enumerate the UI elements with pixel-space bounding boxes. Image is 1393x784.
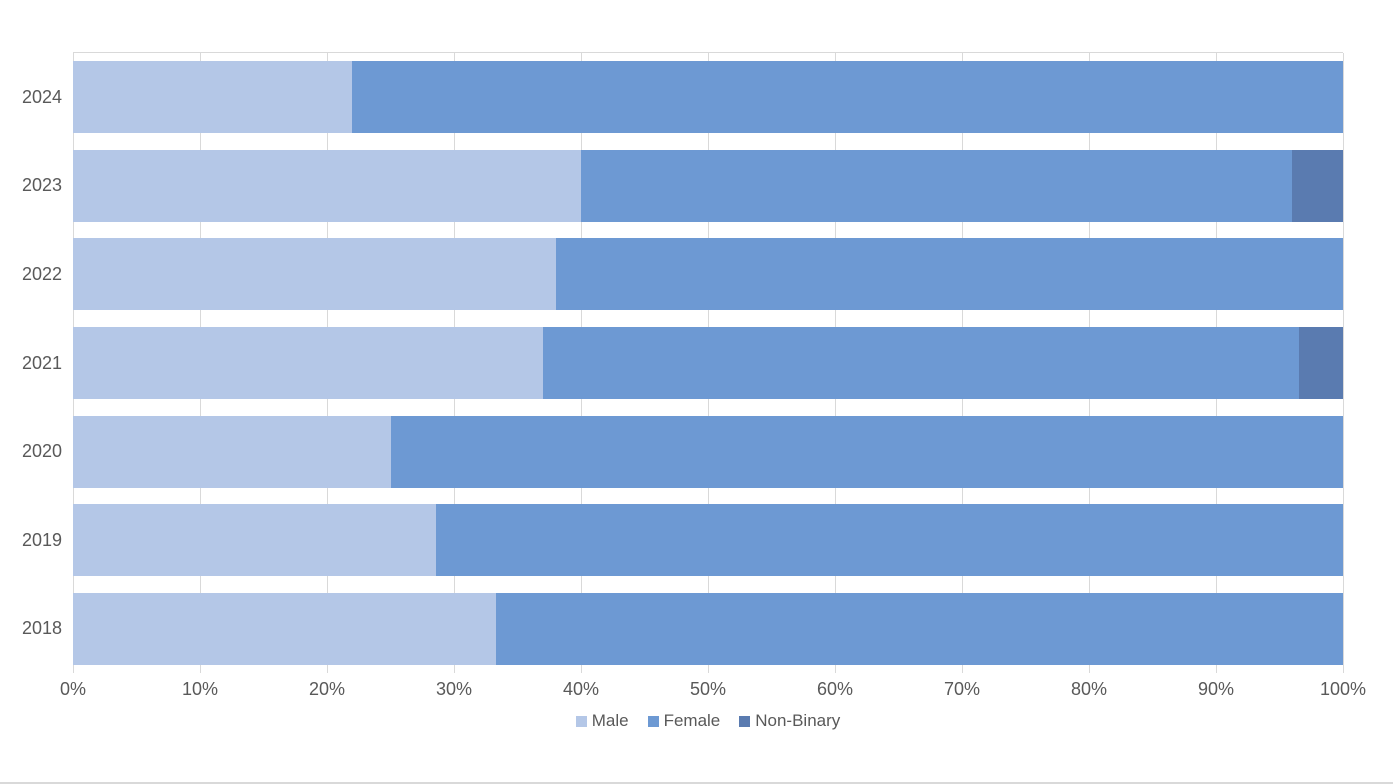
bar-segment-non-binary-2021 [1298,327,1343,400]
x-axis-tick-label: 30% [435,679,473,699]
legend-swatch-female [647,715,659,727]
legend-label: Male [591,711,629,730]
x-axis-tick-label: 20% [308,679,346,699]
bar-segment-non-binary-2023 [1292,149,1343,222]
x-axis-tick-label: 10% [181,679,219,699]
bar-segment-male-2022 [73,238,556,311]
bar-row-2018: 2018 [22,584,1343,673]
y-axis-label: 2019 [21,529,62,550]
bar-segment-male-2018 [73,592,496,665]
x-axis-tick-label: 60% [816,679,854,699]
x-axis-tick-label: 50% [689,679,727,699]
x-axis-tick-label: 0% [59,679,87,699]
bar-segment-female-2024 [352,61,1343,134]
y-axis-label: 2024 [21,86,62,107]
bar-segment-female-2023 [581,149,1293,222]
stacked-bar-2023 [73,149,1343,222]
bar-segment-male-2021 [73,327,543,400]
stacked-bar-2021 [73,327,1343,400]
bar-segment-female-2022 [555,238,1343,311]
stacked-bar-2018 [73,592,1343,665]
x-axis-tick-label: 40% [562,679,600,699]
bar-row-2021: 2021 [22,319,1343,408]
bar-segment-male-2020 [73,415,391,488]
legend-label: Female [663,711,721,730]
stacked-bar-2024 [73,61,1343,134]
y-axis-label: 2023 [21,175,62,196]
legend: Male Female Non-Binary [73,711,1343,731]
bar-row-2024: 2024 [22,53,1343,142]
plot-area: 2024 2023 2022 2021 2020 2019 2018 [22,52,1344,673]
bar-segment-female-2018 [495,592,1343,665]
legend-swatch-non-binary [739,715,751,727]
x-axis-tick-label: 100% [1319,679,1367,699]
stacked-bar-2020 [73,415,1343,488]
legend-item-female: Female [647,711,721,731]
bar-row-2020: 2020 [22,407,1343,496]
legend-swatch-male [575,715,587,727]
stacked-bar-2019 [73,504,1343,577]
y-axis-label: 2021 [21,352,62,373]
bar-row-2019: 2019 [22,496,1343,585]
legend-label: Non-Binary [755,711,841,730]
y-axis-label: 2022 [21,263,62,284]
gridline [1343,53,1344,673]
bar-segment-female-2020 [390,415,1343,488]
x-axis-tick-label: 90% [1197,679,1235,699]
bar-segment-female-2021 [542,327,1299,400]
bottom-edge-divider [0,782,1393,784]
bar-rows: 2024 2023 2022 2021 2020 2019 2018 [22,53,1343,673]
bar-segment-male-2024 [73,61,353,134]
y-axis-label: 2018 [21,618,62,639]
bar-segment-female-2019 [436,504,1343,577]
bar-row-2023: 2023 [22,142,1343,231]
legend-item-non-binary: Non-Binary [739,711,840,731]
bar-segment-male-2019 [73,504,437,577]
x-axis-tick-label: 70% [943,679,981,699]
bar-row-2022: 2022 [22,230,1343,319]
y-axis-label: 2020 [21,441,62,462]
legend-item-male: Male [575,711,629,731]
x-axis: 0% 10% 20% 30% 40% 50% 60% 70% 80% 90% 100% [60,679,1366,701]
stacked-bar-2022 [73,238,1343,311]
bar-segment-male-2023 [73,149,581,222]
x-axis-tick-label: 80% [1070,679,1108,699]
